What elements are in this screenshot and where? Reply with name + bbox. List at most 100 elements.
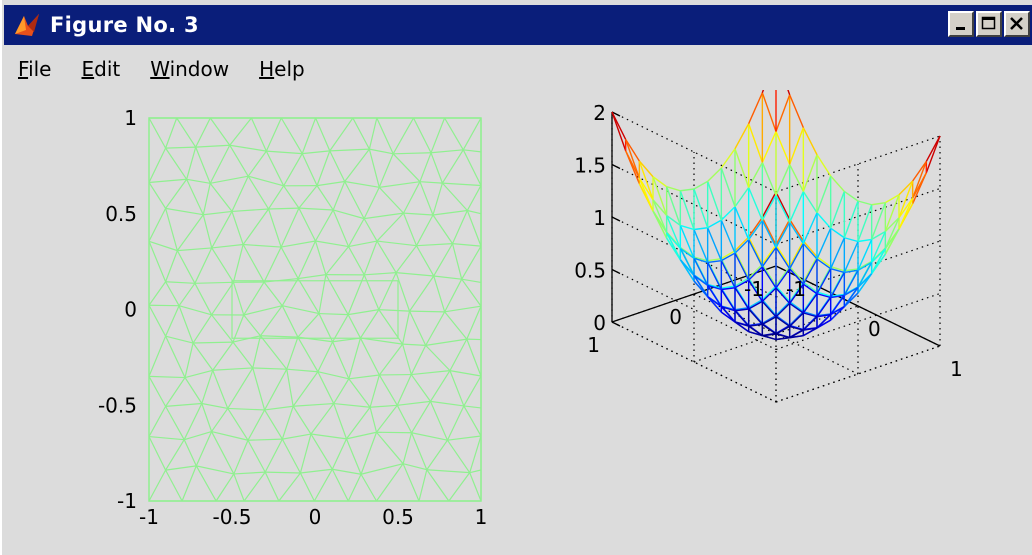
menu-edit-rest: dit: [94, 57, 121, 81]
surface-edge: [679, 190, 695, 230]
surface-edge: [775, 222, 791, 248]
mesh-edge: [376, 117, 394, 155]
mesh-edge: [229, 144, 249, 177]
surface-edge: [748, 279, 763, 302]
mesh-edge: [195, 431, 213, 467]
surface-edge: [748, 330, 763, 337]
mesh-edge: [425, 344, 451, 372]
mesh-edge: [176, 250, 196, 284]
surface-edge: [720, 250, 736, 260]
mesh-edge: [178, 305, 212, 316]
mesh-edge: [318, 312, 349, 316]
mesh-edge: [184, 431, 212, 441]
mesh-edge: [451, 243, 463, 280]
mesh-edge: [194, 283, 213, 316]
surface-edge: [679, 259, 695, 276]
surface-edge: [693, 275, 709, 298]
surface-edge: [666, 232, 681, 249]
surface-edge: [789, 243, 804, 270]
surface-edge: [816, 227, 832, 260]
mesh-edge: [430, 400, 464, 407]
surface-edge: [775, 333, 790, 339]
surface-edge: [734, 206, 750, 240]
mesh-edge: [396, 405, 413, 434]
mesh-edge: [148, 240, 178, 252]
surface-edge: [707, 296, 722, 313]
mesh-edge: [416, 243, 453, 247]
mesh-edge: [348, 240, 378, 248]
mesh-edge: [177, 247, 212, 252]
menu-file[interactable]: File: [14, 53, 55, 85]
mesh-edge: [395, 245, 417, 274]
mesh-edge: [211, 431, 235, 475]
mesh-edge: [267, 208, 282, 248]
surface-edge: [707, 257, 722, 262]
mesh-edge: [210, 175, 249, 184]
mesh-edge: [211, 211, 233, 249]
surface-edge: [748, 322, 763, 327]
mesh-edge: [302, 150, 330, 155]
surface-edge: [775, 285, 791, 303]
menu-bar: File Edit Window Help: [4, 48, 1032, 90]
surface-edge: [611, 111, 627, 140]
menu-edit[interactable]: Edit: [77, 53, 124, 85]
maximize-button[interactable]: [976, 11, 1002, 37]
mesh-edge: [461, 278, 482, 284]
surface-edge: [761, 131, 777, 163]
mesh-edge: [317, 371, 349, 380]
surface-edge: [707, 227, 722, 261]
mesh-edge: [363, 187, 380, 219]
mesh-edge: [368, 148, 380, 188]
surface-edge: [802, 291, 818, 313]
mesh-edge: [297, 313, 320, 338]
menu-help[interactable]: Help: [255, 53, 309, 85]
mesh-edge: [415, 214, 434, 246]
mesh-edge: [165, 335, 186, 378]
mesh-edge: [412, 117, 432, 154]
surface-edge: [652, 176, 668, 216]
surface-edge: [666, 215, 681, 249]
mesh-edge: [248, 175, 284, 187]
mesh-edge: [278, 472, 301, 502]
surface-edge: [789, 127, 804, 165]
mesh-edge: [148, 241, 167, 282]
mesh-edge: [345, 406, 371, 440]
surface-edge: [761, 264, 777, 287]
surface-edge: [843, 200, 859, 238]
mesh-edge: [232, 314, 245, 343]
menu-window[interactable]: Window: [146, 53, 233, 85]
mesh-edge: [227, 367, 254, 409]
surface-edge: [693, 188, 709, 228]
mesh-edge: [252, 367, 287, 370]
mesh-edge: [409, 310, 445, 313]
mesh-edge: [165, 146, 196, 149]
surface-edge: [693, 257, 708, 264]
surface-edge: [748, 123, 763, 163]
window-title: Figure No. 3: [50, 13, 199, 37]
mesh-edge: [433, 243, 454, 277]
surface-edge: [802, 191, 818, 214]
surface-edge: [761, 244, 777, 265]
surface-edge: [775, 191, 791, 220]
mesh-edge: [186, 178, 211, 184]
mesh-edge: [231, 175, 249, 212]
surface-edge: [761, 220, 777, 248]
mesh-edge: [280, 246, 299, 279]
surface-edge: [789, 240, 804, 267]
mesh-edge: [442, 182, 482, 187]
mesh-edge: [347, 314, 361, 339]
surface-edge: [843, 269, 859, 296]
mesh-edge: [209, 144, 231, 184]
minimize-button[interactable]: [948, 11, 974, 37]
mesh-edge: [426, 439, 448, 471]
surface-edge: [830, 227, 845, 239]
mesh-edge: [227, 408, 249, 441]
surface-edge: [775, 316, 791, 327]
close-button[interactable]: [1004, 11, 1030, 37]
mesh-edge: [233, 440, 249, 475]
mesh-edge: [196, 465, 234, 475]
title-bar[interactable]: Figure No. 3: [4, 5, 1032, 45]
mesh-y-tick-label: 0.5: [105, 202, 137, 226]
mesh-edge: [211, 408, 229, 432]
mesh-edge: [176, 117, 197, 148]
